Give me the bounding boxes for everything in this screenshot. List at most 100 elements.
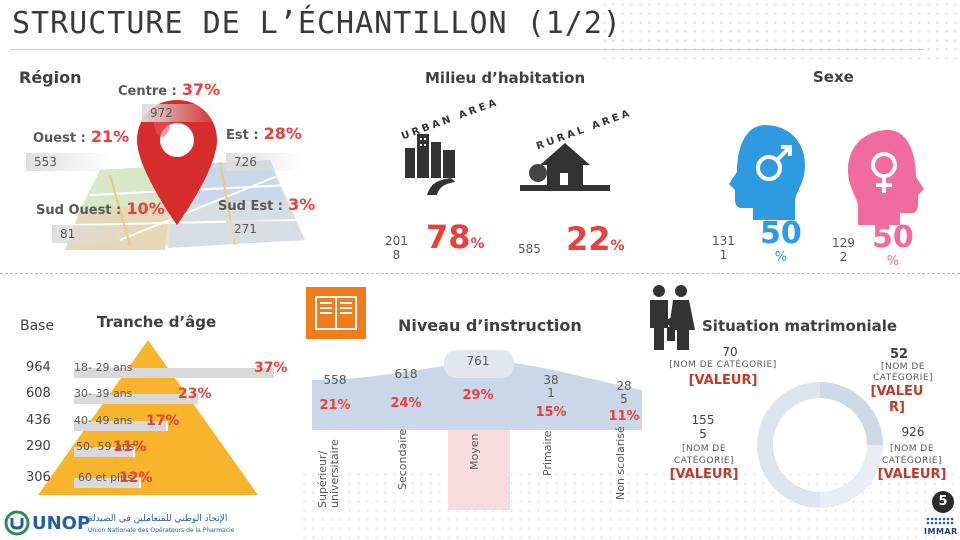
education-pct: 29%	[462, 388, 494, 403]
region-centre-pct: 37%	[181, 80, 221, 99]
region-ouest-name: Ouest :	[33, 131, 86, 146]
mat-tl-name: [NOM DE CATÉGORIE]	[669, 360, 777, 370]
female-count: 129 2	[832, 236, 855, 264]
sexe-heading: Sexe	[813, 68, 854, 86]
female-pct: 50 %	[872, 220, 914, 274]
mat-tr-name-line2: CATÉGORIE]	[872, 373, 934, 383]
page-title: STRUCTURE DE L’ÉCHANTILLON (1/2)	[12, 6, 622, 41]
mat-br-name: [NOM DE CATÉGORIE]	[872, 443, 952, 467]
region-sud-ouest: Sud Ouest : 10%	[36, 199, 165, 218]
matrimoniale-donut	[757, 382, 883, 508]
dot-pattern-top-right	[600, 0, 960, 60]
mat-bl-count-line1: 155	[691, 413, 715, 427]
urban-pct: 78%	[426, 218, 485, 256]
page-number: 5	[938, 494, 948, 509]
rural-count: 585	[518, 242, 541, 256]
education-count: 558	[323, 373, 347, 387]
education-area-chart	[312, 361, 642, 430]
unop-logo-icon	[4, 510, 30, 536]
education-pct: 21%	[319, 398, 351, 413]
region-sud-ouest-count: 81	[52, 225, 138, 243]
age-range-label: 50- 59 ans	[76, 440, 135, 453]
rural-pct-value: 22	[566, 220, 611, 258]
section-divider	[0, 273, 960, 274]
age-base-count: 436	[26, 413, 51, 428]
region-sud-ouest-pct: 10%	[126, 199, 165, 218]
education-level-label: Secondaire	[396, 428, 409, 490]
mat-tr-name-line1: [NOM DE	[880, 362, 926, 372]
age-pct: 11%	[113, 439, 147, 455]
age-bar	[74, 421, 168, 431]
urban-count: 201 8	[385, 234, 408, 262]
region-ouest: Ouest : 21%	[33, 127, 129, 146]
age-base-count: 964	[26, 360, 51, 375]
region-est: Est : 28%	[226, 124, 302, 143]
urban-pct-value: 78	[426, 218, 471, 256]
education-count: 28 5	[604, 380, 644, 406]
female-pct-value: 50	[872, 220, 914, 255]
rural-area-icon	[520, 143, 610, 191]
region-centre-name: Centre :	[118, 84, 177, 99]
age-range-label: 30- 39 ans	[74, 387, 133, 400]
age-base-count: 290	[26, 439, 51, 454]
age-bar	[74, 394, 200, 404]
family-icon	[650, 285, 695, 350]
region-centre-count: 972	[142, 104, 218, 122]
age-bar	[74, 478, 141, 488]
mat-br-name-line1: [NOM DE	[889, 444, 935, 454]
education-level-label: Non scolarisé	[614, 426, 627, 500]
region-sud-est: Sud Est : 3%	[218, 195, 315, 214]
milieu-heading: Milieu d’habitation	[425, 69, 586, 87]
age-range-label: 60 et plus	[78, 471, 133, 484]
mat-br-value: [VALEUR]	[877, 467, 947, 482]
male-count-line2: 1	[719, 248, 728, 262]
education-count-line1: 28	[616, 379, 632, 393]
male-count: 131 1	[712, 234, 735, 262]
female-pct-sign: %	[886, 254, 900, 269]
book-icon	[306, 287, 366, 339]
female-count-line1: 129	[832, 236, 855, 250]
footer-org-french: Union Nationale des Opérateurs de la Pha…	[88, 527, 235, 534]
education-level-label: Supérieur/ universitaire	[316, 439, 341, 508]
male-head-icon	[729, 125, 805, 220]
urban-pct-sign: %	[470, 236, 485, 252]
age-pct: 12%	[119, 470, 153, 486]
education-count: 38 1	[531, 374, 571, 400]
female-head-icon	[848, 130, 924, 225]
region-ouest-count: 553	[26, 153, 112, 171]
education-count-line2: 5	[620, 392, 628, 406]
mat-bl-name-line2: CATÉGORIE]	[673, 456, 735, 466]
urban-count-line2: 8	[392, 248, 401, 262]
female-count-line2: 2	[839, 250, 848, 264]
mat-bl-value: [VALEUR]	[669, 467, 739, 482]
base-heading: Base	[20, 318, 55, 334]
region-est-pct: 28%	[263, 124, 302, 143]
male-pct-sign: %	[774, 250, 788, 265]
region-sud-est-count: 271	[226, 220, 302, 238]
mat-tl-count: 70	[722, 345, 738, 359]
region-centre: Centre : 37%	[118, 80, 220, 99]
age-pct: 37%	[254, 360, 288, 376]
mat-bl-name-line1: [NOM DE	[681, 444, 727, 454]
education-pct: 11%	[608, 409, 640, 424]
region-heading: Région	[19, 68, 82, 87]
age-bar	[74, 447, 135, 457]
matrimoniale-heading: Situation matrimoniale	[702, 317, 898, 335]
mat-br-name-line2: CATÉGORIE]	[881, 456, 943, 466]
immar-logo-text: IMMAR	[924, 527, 958, 536]
age-base-count: 306	[26, 470, 51, 485]
education-level-label: Primaire	[541, 430, 554, 476]
education-count-line2: 1	[547, 386, 555, 400]
mat-tr-name: [NOM DE CATÉGORIE]	[858, 362, 948, 384]
urban-area-icon	[405, 134, 455, 195]
rural-pct: 22%	[566, 220, 625, 258]
age-base-count: 608	[26, 386, 51, 401]
education-pct: 15%	[535, 405, 567, 420]
education-pct: 24%	[390, 396, 422, 411]
mat-br-count: 926	[901, 425, 925, 439]
age-range-label: 18- 29 ans	[74, 361, 133, 374]
mat-bl-count-line2: 5	[699, 427, 707, 441]
region-est-name: Est :	[226, 128, 259, 143]
urban-count-line1: 201	[385, 234, 408, 248]
